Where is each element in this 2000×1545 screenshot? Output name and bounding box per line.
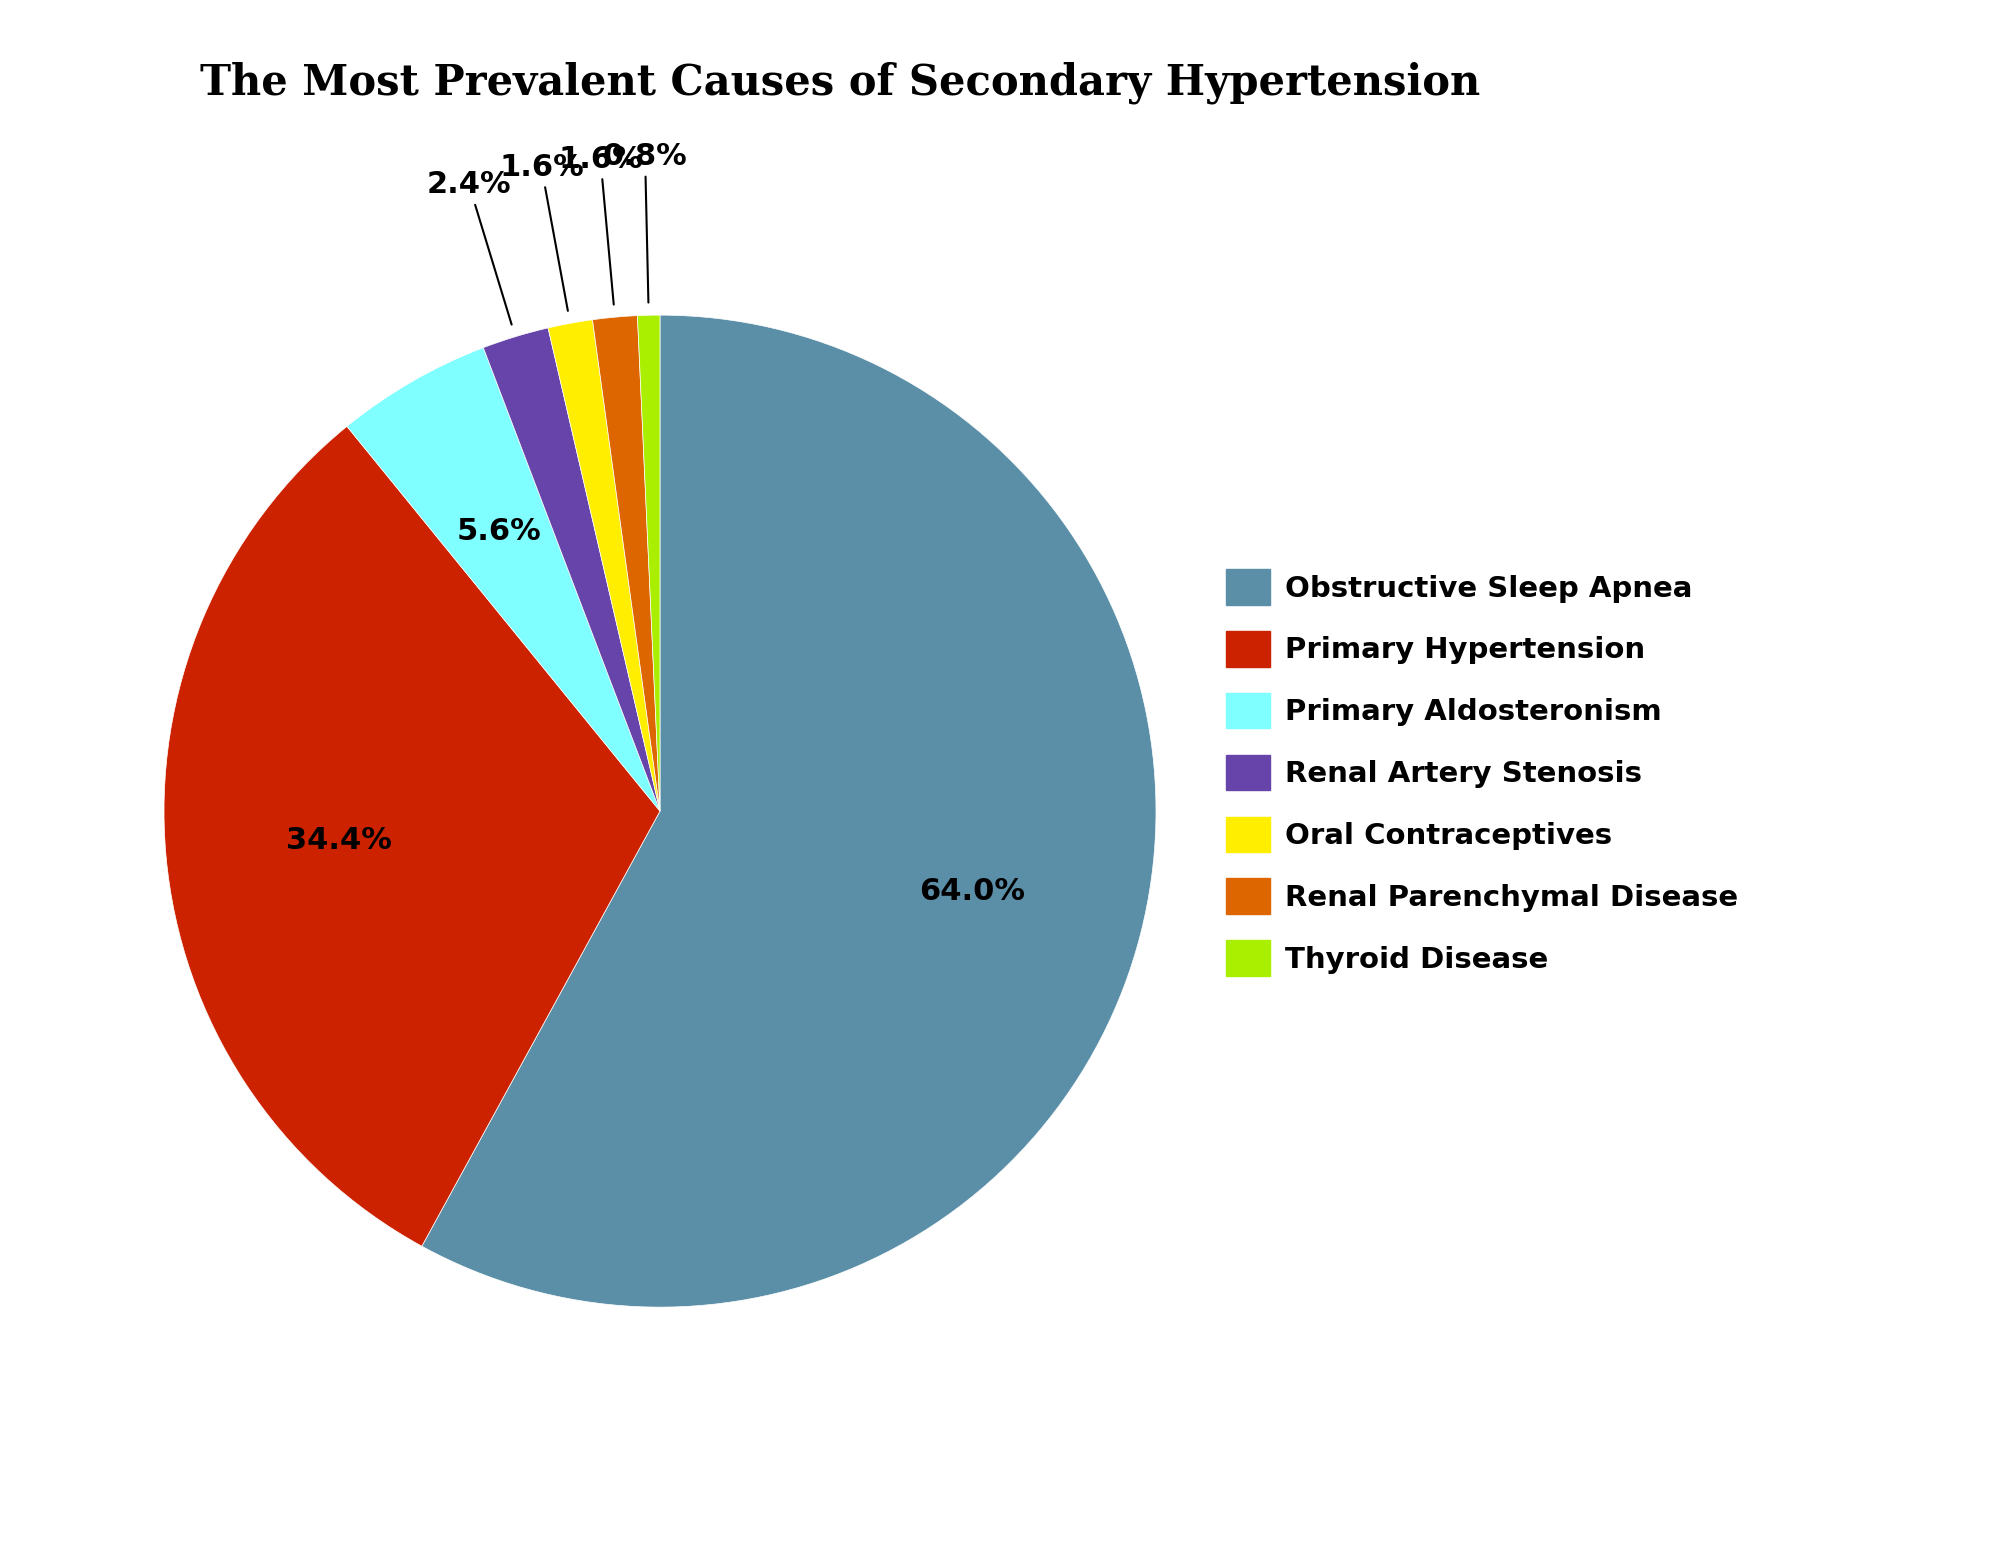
Wedge shape — [548, 320, 660, 811]
Text: 5.6%: 5.6% — [456, 518, 542, 547]
Text: 1.6%: 1.6% — [500, 153, 584, 311]
Text: 64.0%: 64.0% — [920, 876, 1026, 905]
Wedge shape — [346, 348, 660, 811]
Wedge shape — [164, 426, 660, 1247]
Wedge shape — [592, 315, 660, 811]
Wedge shape — [484, 328, 660, 811]
Text: 34.4%: 34.4% — [286, 827, 392, 854]
Wedge shape — [422, 315, 1156, 1307]
Text: 1.6%: 1.6% — [558, 145, 642, 304]
Wedge shape — [638, 315, 660, 811]
Legend: Obstructive Sleep Apnea, Primary Hypertension, Primary Aldosteronism, Renal Arte: Obstructive Sleep Apnea, Primary Hyperte… — [1214, 558, 1750, 987]
Text: 0.8%: 0.8% — [602, 142, 688, 303]
Text: The Most Prevalent Causes of Secondary Hypertension: The Most Prevalent Causes of Secondary H… — [200, 62, 1480, 105]
Text: 2.4%: 2.4% — [426, 170, 512, 324]
